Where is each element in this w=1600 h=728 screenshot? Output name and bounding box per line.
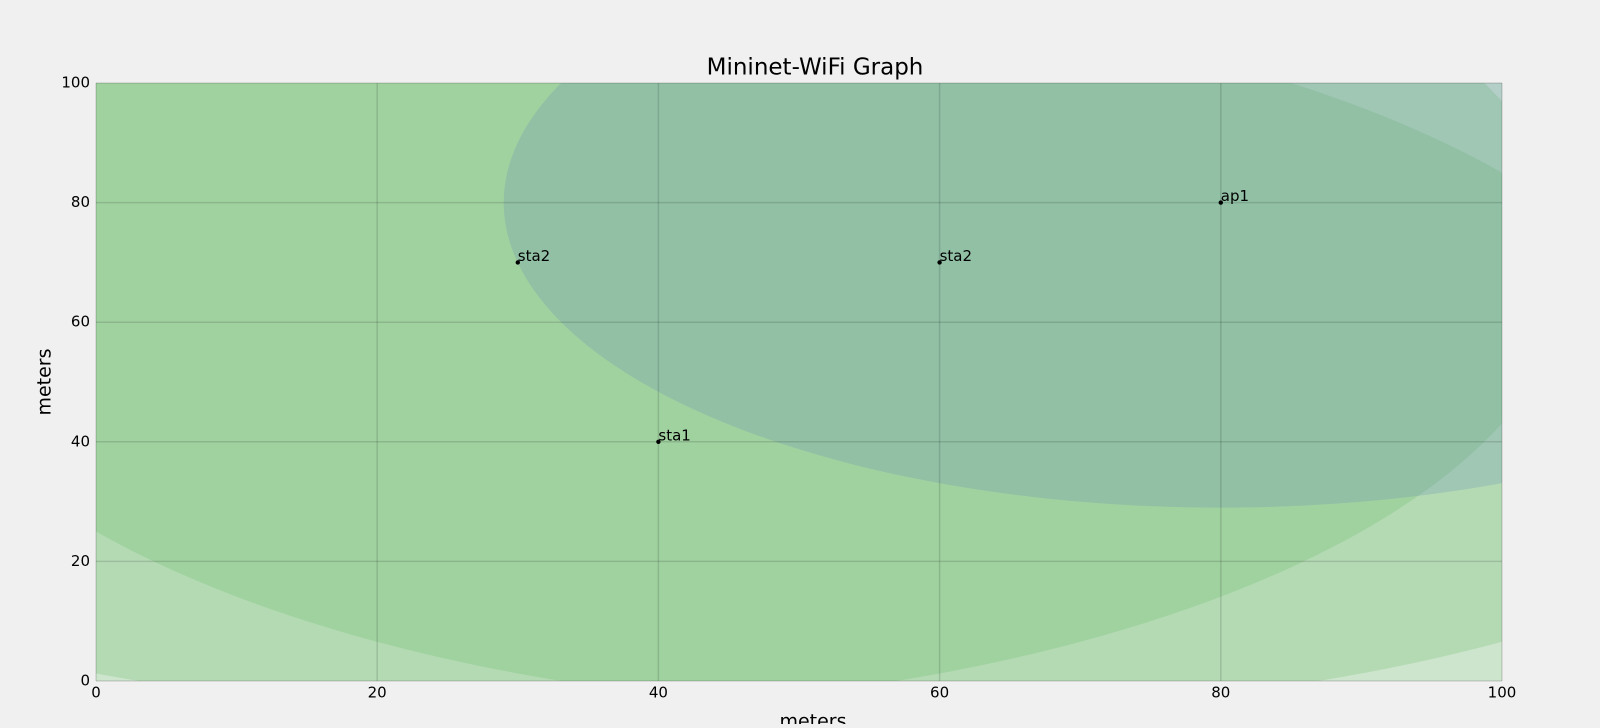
node-label: sta2: [940, 247, 972, 265]
x-tick-label: 60: [930, 684, 949, 702]
grid: [95, 82, 1503, 682]
x-axis-label: meters: [779, 711, 846, 725]
y-tick-label: 0: [80, 672, 90, 690]
range-circle: [96, 83, 1502, 681]
x-tick-label: 40: [649, 684, 668, 702]
node-label: sta1: [658, 426, 690, 444]
node-label: sta2: [518, 247, 550, 265]
x-tick-label: 0: [91, 684, 101, 702]
y-tick-label: 80: [71, 193, 90, 211]
node-point: [515, 260, 520, 265]
y-tick-label: 60: [71, 313, 90, 331]
node-label: ap1: [1221, 187, 1249, 205]
y-tick-label: 40: [71, 432, 90, 450]
y-axis-label: meters: [34, 348, 56, 415]
node-point: [1218, 200, 1224, 205]
y-tick-label: 100: [61, 74, 90, 92]
foreground: 0 20 40 60 80 100 0 20 40 60 80 100 sta2 sta2 sta1 ap1: [61, 74, 1516, 702]
x-tick-label: 100: [1488, 684, 1517, 702]
x-tick-label: 80: [1211, 684, 1230, 702]
y-tick-label: 20: [71, 552, 90, 570]
node-point: [656, 439, 661, 444]
range-circle: [503, 83, 1502, 508]
range-circle: [96, 83, 1502, 681]
plot-area: [96, 83, 1502, 681]
chart-title: Mininet-WiFi Graph: [707, 55, 924, 81]
x-tick-label: 20: [368, 684, 387, 702]
node-point: [937, 260, 942, 265]
